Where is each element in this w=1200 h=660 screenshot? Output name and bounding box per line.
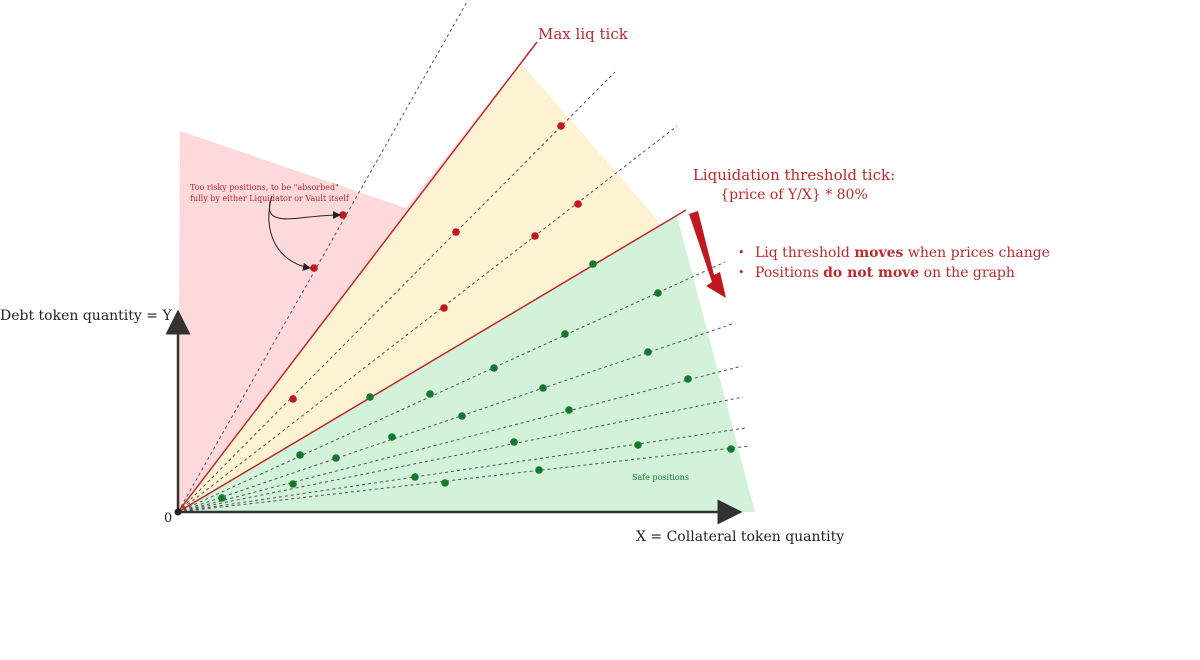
red-down-arrow-icon [689,211,726,298]
position-dots [218,122,735,502]
safe-position-dot [634,441,642,449]
y-axis-label: Debt token quantity = Y [0,308,172,324]
safe-position-dot [684,375,692,383]
safe-position-dot [644,348,652,356]
risky-position-dot [440,304,448,312]
origin-point [174,508,182,516]
note-arrow-lower [268,195,311,271]
risky-note-line2: fully by either Liquidator or Vault itse… [190,194,350,203]
safe-position-dot [561,330,569,338]
warning-zone [178,64,686,512]
risky-note-line1: Too risky positions, to be "absorbed" [190,183,339,192]
safe-position-dot [510,438,518,446]
risky-position-dot [574,200,582,208]
safe-position-dot [388,433,396,441]
liq-threshold-label-line1: Liquidation threshold tick: [693,166,895,184]
x-axis-label: X = Collateral token quantity [636,529,844,545]
safe-position-dot [426,390,434,398]
guide-line [177,396,744,513]
risky-position-dot [531,232,539,240]
safe-position-dot [654,289,662,297]
risky-position-dot [557,122,565,130]
guide-line [177,365,743,513]
guide-line [177,261,726,513]
guide-line [177,0,469,513]
risky-position-dot [452,228,460,236]
note-item: Liq threshold moves when prices change [738,243,1050,263]
safe-zone [178,216,755,512]
safe-position-dot [411,473,419,481]
liquidation-threshold-line [177,209,687,513]
max-liq-tick-label: Max liq tick [538,25,629,43]
risky-position-dot [310,264,318,272]
safe-position-dot [218,494,226,502]
guide-line [177,71,616,513]
safe-position-dot [296,451,304,459]
safe-position-dot [535,466,543,474]
safe-position-dot [441,479,449,487]
safe-position-dot [289,480,297,488]
safe-position-dot [332,454,340,462]
liq-threshold-label-line2: {price of Y/X} * 80% [720,187,868,203]
safe-positions-label: Safe positions [632,473,689,482]
safe-position-dot [490,364,498,372]
safe-position-dot [366,393,374,401]
safe-position-dot [589,260,597,268]
safe-position-dot [727,445,735,453]
safe-position-dot [458,412,466,420]
max-liq-tick-line [177,41,538,513]
risky-position-dot [289,395,297,403]
guide-line [177,322,736,513]
origin-label: 0 [164,511,172,526]
position-guide-lines [177,0,751,513]
threshold-notes-list: Liq threshold moves when prices change P… [738,243,1050,283]
safe-position-dot [565,406,573,414]
safe-position-dot [539,384,547,392]
note-item: Positions do not move on the graph [738,263,1050,283]
risky-position-dot [339,211,347,219]
